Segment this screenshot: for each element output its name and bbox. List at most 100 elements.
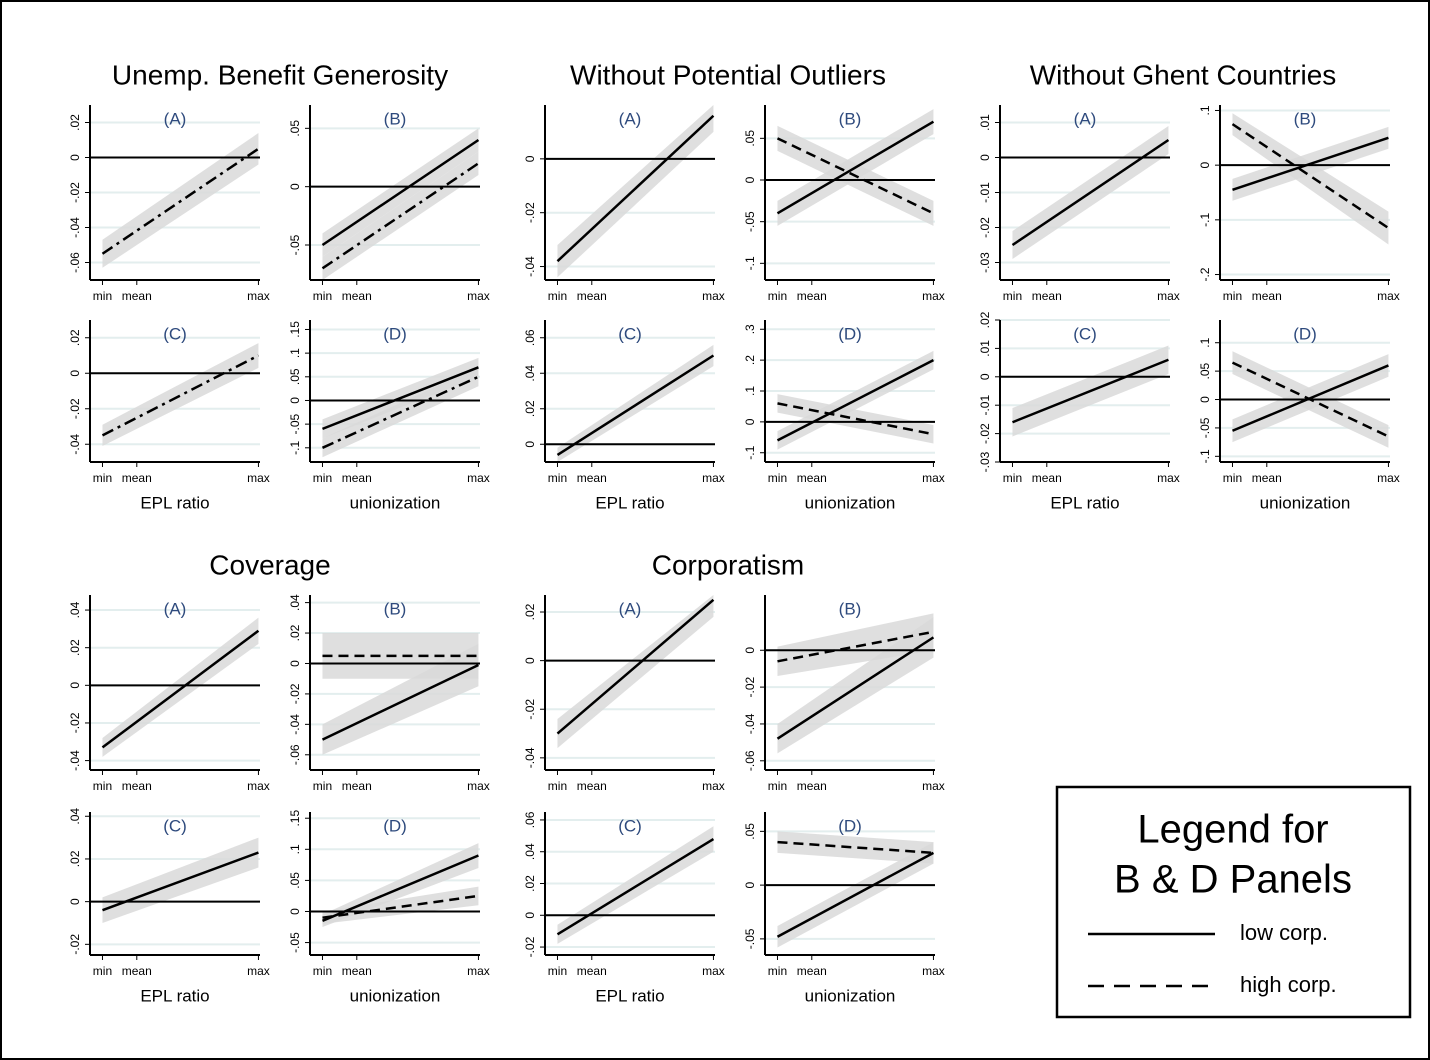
panel-title: (B) xyxy=(839,109,862,128)
legend-title: B & D Panels xyxy=(1114,858,1352,902)
series-line xyxy=(1231,364,1389,432)
y-tick-label: -.03 xyxy=(978,252,992,273)
x-tick-label: mean xyxy=(577,964,607,978)
y-tick-label: -.1 xyxy=(743,445,757,459)
x-axis-label: EPL ratio xyxy=(595,493,664,512)
y-tick-label: -.04 xyxy=(68,217,82,238)
y-tick-label: .02 xyxy=(68,639,82,656)
x-tick-label: max xyxy=(1377,289,1400,303)
panel-title: (D) xyxy=(383,816,407,835)
confidence-band xyxy=(777,831,934,864)
x-tick-label: max xyxy=(467,289,490,303)
x-tick-label: mean xyxy=(1252,471,1282,485)
y-tick-label: -.02 xyxy=(523,202,537,223)
y-tick-label: 0 xyxy=(68,898,82,905)
x-tick-label: max xyxy=(247,289,270,303)
y-tick-label: -.02 xyxy=(978,423,992,444)
panel-title: (A) xyxy=(164,599,187,618)
y-tick-label: -.04 xyxy=(68,434,82,455)
y-tick-label: -.02 xyxy=(68,182,82,203)
y-tick-label: -.05 xyxy=(743,211,757,232)
y-tick-label: -.04 xyxy=(68,750,82,771)
x-tick-label: mean xyxy=(122,779,152,793)
y-tick-label: .04 xyxy=(68,601,82,618)
legend-label: high corp. xyxy=(1240,972,1337,997)
x-tick-label: min xyxy=(548,471,567,485)
y-tick-label: .1 xyxy=(743,386,757,396)
y-tick-label: .02 xyxy=(523,875,537,892)
y-tick-label: .1 xyxy=(288,348,302,358)
panel-title: (D) xyxy=(838,324,862,343)
y-tick-label: .04 xyxy=(68,808,82,825)
y-tick-label: 0 xyxy=(288,908,302,915)
y-tick-label: .2 xyxy=(743,355,757,365)
x-tick-label: mean xyxy=(797,964,827,978)
series-line xyxy=(321,854,479,922)
y-tick-label: 0 xyxy=(978,154,992,161)
y-tick-label: -.05 xyxy=(1198,417,1212,438)
y-tick-label: .15 xyxy=(288,810,302,827)
x-tick-label: min xyxy=(93,779,112,793)
x-tick-label: min xyxy=(768,471,787,485)
panel-title: (A) xyxy=(1074,109,1097,128)
y-tick-label: .1 xyxy=(1198,105,1212,115)
x-tick-label: mean xyxy=(342,779,372,793)
y-tick-label: -.06 xyxy=(743,750,757,771)
y-tick-label: 0 xyxy=(68,682,82,689)
y-tick-label: -.2 xyxy=(1198,267,1212,281)
y-tick-label: .05 xyxy=(1198,362,1212,379)
y-tick-label: 0 xyxy=(1198,162,1212,169)
x-tick-label: mean xyxy=(342,964,372,978)
x-tick-label: max xyxy=(247,471,270,485)
y-tick-label: 0 xyxy=(523,441,537,448)
y-tick-label: .02 xyxy=(68,850,82,867)
y-tick-label: 0 xyxy=(288,397,302,404)
y-tick-label: -.02 xyxy=(288,683,302,704)
x-tick-label: mean xyxy=(577,471,607,485)
x-tick-label: mean xyxy=(797,779,827,793)
x-tick-label: min xyxy=(313,779,332,793)
panel-title: (B) xyxy=(384,109,407,128)
series-line xyxy=(322,894,479,919)
panel-title: (C) xyxy=(618,324,642,343)
x-tick-label: mean xyxy=(577,289,607,303)
x-tick-label: max xyxy=(467,471,490,485)
series-line xyxy=(321,375,479,449)
series-line xyxy=(556,114,715,263)
y-tick-label: 0 xyxy=(523,657,537,664)
y-tick-label: 0 xyxy=(743,418,757,425)
y-tick-label: -.04 xyxy=(288,714,302,735)
series-line xyxy=(556,598,715,735)
series-line xyxy=(101,147,260,255)
y-tick-label: -.01 xyxy=(978,395,992,416)
y-tick-label: -.02 xyxy=(523,699,537,720)
y-tick-label: -.1 xyxy=(288,440,302,454)
y-tick-label: -.02 xyxy=(523,936,537,957)
x-tick-label: min xyxy=(548,779,567,793)
panel-title: (A) xyxy=(619,109,642,128)
y-tick-label: .06 xyxy=(523,811,537,828)
x-tick-label: mean xyxy=(122,471,152,485)
confidence-band xyxy=(102,343,259,447)
legend-label: low corp. xyxy=(1240,920,1328,945)
x-tick-label: max xyxy=(247,779,270,793)
y-tick-label: -.02 xyxy=(743,676,757,697)
group-title: Coverage xyxy=(209,549,330,580)
y-tick-label: -.04 xyxy=(523,747,537,768)
x-tick-label: min xyxy=(548,289,567,303)
x-axis-label: EPL ratio xyxy=(1050,493,1119,512)
group-title: Corporatism xyxy=(652,549,804,580)
x-tick-label: max xyxy=(1377,471,1400,485)
x-tick-label: mean xyxy=(342,289,372,303)
x-tick-label: mean xyxy=(122,289,152,303)
y-tick-label: -.06 xyxy=(68,252,82,273)
series-line xyxy=(776,636,935,740)
series-line xyxy=(1011,138,1170,247)
x-tick-label: min xyxy=(93,471,112,485)
panel-title: (D) xyxy=(383,324,407,343)
group-title: Without Ghent Countries xyxy=(1030,59,1337,90)
x-tick-label: max xyxy=(702,964,725,978)
panel-title: (D) xyxy=(838,816,862,835)
y-tick-label: -.02 xyxy=(68,712,82,733)
panel-title: (A) xyxy=(619,599,642,618)
